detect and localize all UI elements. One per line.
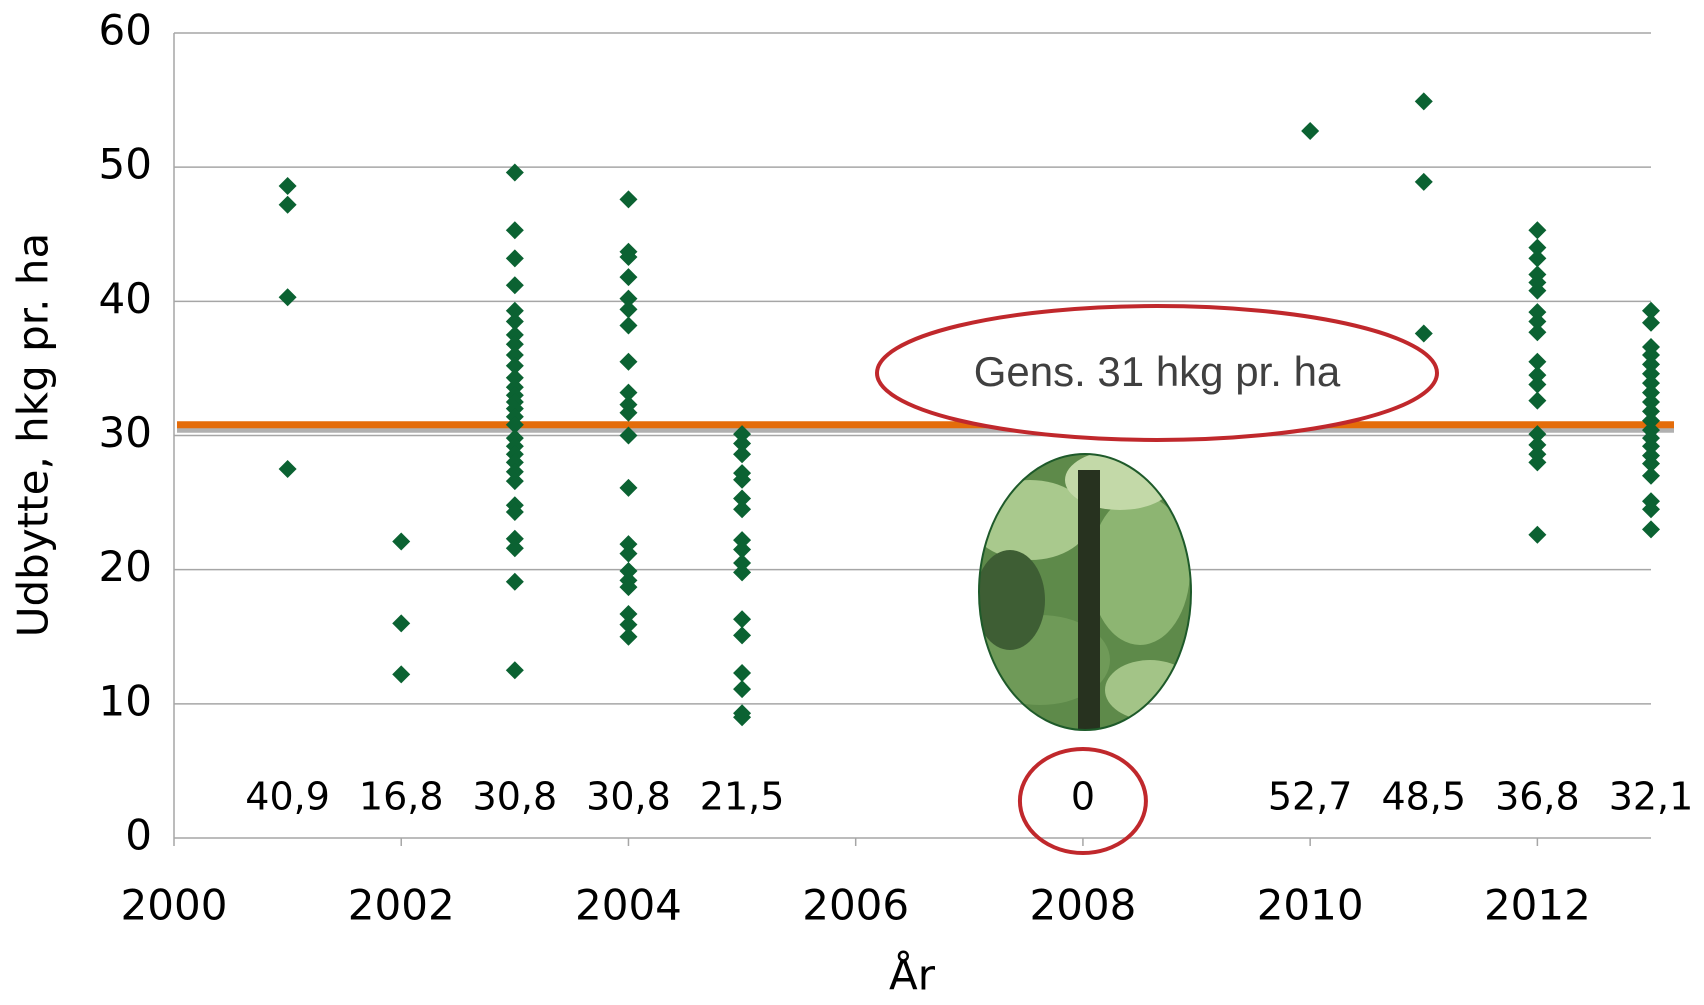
point <box>1642 520 1660 538</box>
x-tick-label: 2006 <box>802 881 909 930</box>
point <box>1528 249 1546 267</box>
point <box>392 532 410 550</box>
point <box>1528 323 1546 341</box>
point <box>619 316 637 334</box>
point <box>279 288 297 306</box>
point <box>279 177 297 195</box>
point <box>1528 526 1546 544</box>
y-tick-label: 60 <box>99 6 152 55</box>
point <box>1528 376 1546 394</box>
plot-layer: 0 10 20 30 40 50 60 2000 2002 2004 2006 2008 2010 201… <box>99 6 1694 930</box>
annotation-label: 30,8 <box>473 775 558 819</box>
x-axis-label: År <box>889 950 936 1000</box>
point <box>733 626 751 644</box>
point <box>619 479 637 497</box>
point <box>1528 392 1546 410</box>
point <box>506 661 524 679</box>
point <box>506 249 524 267</box>
x-tick-label: 2004 <box>575 881 682 930</box>
point <box>619 190 637 208</box>
point <box>1301 122 1319 140</box>
annotation-label: 0 <box>1071 775 1095 819</box>
annotation-label: 21,5 <box>700 775 785 819</box>
page: {"chart_data": {"type": "scatter", "x_la… <box>0 0 1704 1000</box>
point <box>1642 467 1660 485</box>
annotation-label: 52,7 <box>1268 775 1353 819</box>
x-tick-label: 2012 <box>1484 881 1591 930</box>
point <box>733 664 751 682</box>
y-tick-label: 40 <box>99 274 152 323</box>
y-axis-label: Udbytte, hkg pr. ha <box>9 233 58 637</box>
point <box>619 300 637 318</box>
point <box>619 353 637 371</box>
annotation-label: 48,5 <box>1381 775 1466 819</box>
x-tick-label: 2000 <box>121 881 228 930</box>
y-tick-label: 0 <box>125 811 152 860</box>
point <box>619 268 637 286</box>
y-tick-label: 50 <box>99 140 152 189</box>
annotation-label: 36,8 <box>1495 775 1580 819</box>
point <box>1642 314 1660 332</box>
point <box>1415 325 1433 343</box>
point <box>279 196 297 214</box>
x-tick-label: 2010 <box>1257 881 1364 930</box>
point <box>619 628 637 646</box>
point <box>1415 173 1433 191</box>
chart: 0 10 20 30 40 50 60 2000 2002 2004 2006 2008 2010 201… <box>0 0 1704 1000</box>
point <box>733 445 751 463</box>
point <box>506 539 524 557</box>
point <box>733 563 751 581</box>
point <box>506 221 524 239</box>
reference-label: Gens. 31 hkg pr. ha <box>974 348 1341 395</box>
point <box>506 472 524 490</box>
plant-photo <box>970 450 1200 740</box>
y-tick-label: 30 <box>99 408 152 457</box>
annotation-label: 40,9 <box>245 775 330 819</box>
annotation-label: 30,8 <box>586 775 671 819</box>
annotation-label: 16,8 <box>359 775 444 819</box>
point <box>1528 221 1546 239</box>
point <box>506 573 524 591</box>
point <box>733 610 751 628</box>
x-tick-label: 2002 <box>348 881 455 930</box>
y-tick-label: 20 <box>99 542 152 591</box>
point <box>279 460 297 478</box>
annotation-label: 32,1 <box>1609 775 1694 819</box>
point <box>392 665 410 683</box>
point <box>1415 92 1433 110</box>
point <box>392 614 410 632</box>
point <box>506 164 524 182</box>
point <box>506 276 524 294</box>
point <box>733 680 751 698</box>
y-tick-label: 10 <box>99 676 152 725</box>
point <box>733 500 751 518</box>
point <box>619 545 637 563</box>
x-tick-label: 2008 <box>1029 881 1136 930</box>
